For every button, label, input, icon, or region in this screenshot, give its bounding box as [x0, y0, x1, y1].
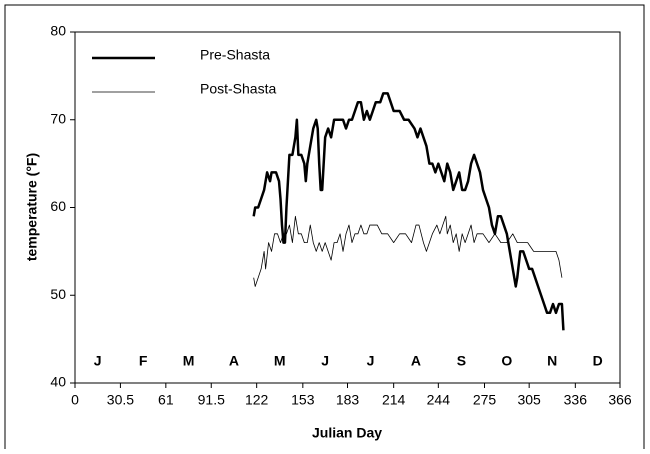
- x-axis-label: Julian Day: [312, 425, 382, 441]
- x-tick-label: 214: [382, 392, 406, 408]
- month-label: N: [547, 353, 557, 369]
- y-tick-label: 60: [50, 198, 66, 214]
- month-label: M: [183, 353, 195, 369]
- series-line: [252, 92, 565, 331]
- y-tick-label: 50: [50, 286, 66, 302]
- month-label: J: [94, 353, 102, 369]
- y-tick-label: 80: [50, 23, 66, 39]
- series-line: [253, 215, 563, 287]
- frame: [4, 4, 645, 454]
- month-label: A: [411, 353, 421, 369]
- y-tick-label: 40: [50, 374, 66, 390]
- legend-label: Post-Shasta: [200, 81, 276, 97]
- y-tick-label: 70: [50, 110, 66, 126]
- month-label: O: [501, 353, 512, 369]
- x-tick-label: 244: [427, 392, 451, 408]
- x-tick-label: 91.5: [198, 392, 225, 408]
- x-tick-label: 30.5: [107, 392, 134, 408]
- month-label: F: [139, 353, 148, 369]
- x-tick-label: 153: [291, 392, 315, 408]
- x-tick-label: 366: [608, 392, 632, 408]
- month-label: J: [321, 353, 329, 369]
- month-label: J: [367, 353, 375, 369]
- x-tick-label: 275: [473, 392, 497, 408]
- x-tick-label: 183: [336, 392, 360, 408]
- x-tick-label: 61: [158, 392, 174, 408]
- legend-label: Pre-Shasta: [200, 47, 270, 63]
- x-tick-label: 122: [245, 392, 269, 408]
- x-tick-label: 336: [564, 392, 588, 408]
- month-label: S: [457, 353, 466, 369]
- x-tick-label: 0: [71, 392, 79, 408]
- y-axis-label: temperature (°F): [24, 153, 40, 261]
- month-label: M: [274, 353, 286, 369]
- month-label: D: [593, 353, 603, 369]
- x-tick-label: 305: [517, 392, 541, 408]
- plot-area: [74, 31, 621, 384]
- month-label: A: [229, 353, 239, 369]
